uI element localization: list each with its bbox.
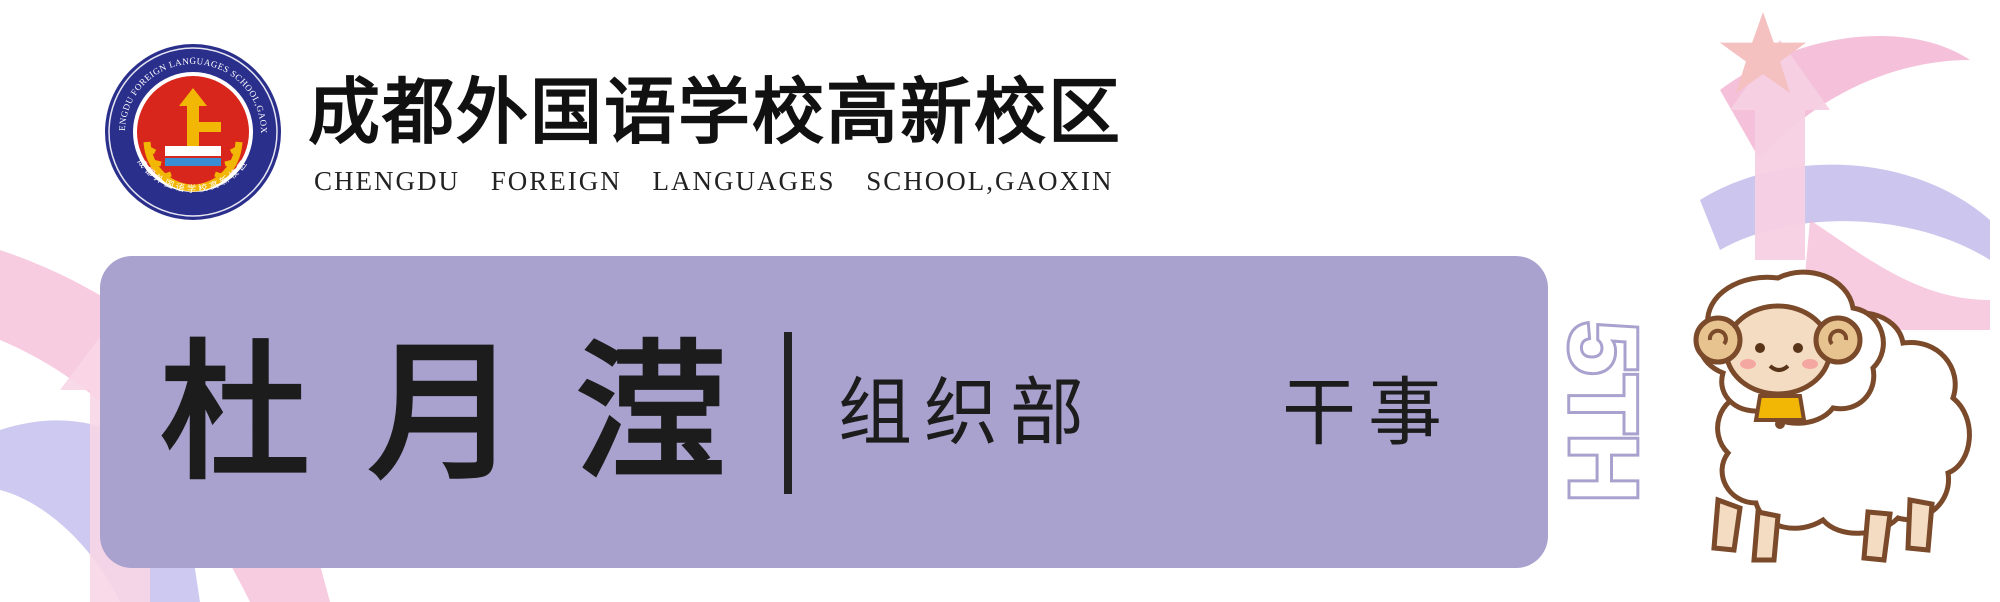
department-label: 组织部: [838, 370, 1096, 456]
school-logo: CHENGDU FOREIGN LANGUAGES SCHOOL,GAOXIN …: [103, 42, 281, 220]
name-divider: [784, 332, 792, 494]
school-name-english: CHENGDU FOREIGN LANGUAGES SCHOOL,GAOXIN: [314, 166, 1114, 196]
anniversary-5th-mark: 5TH: [1548, 318, 1644, 505]
school-name-chinese: 成都外国语学校高新校区: [308, 69, 1123, 154]
star-icon: [1719, 12, 1807, 94]
bell-icon: [1753, 394, 1807, 429]
anniversary-text: 5TH: [1550, 321, 1644, 502]
name-card: [100, 256, 1548, 568]
laurel-icon: [143, 141, 243, 192]
sheep-mascot-icon: [1693, 269, 1972, 563]
person-name: 杜月滢: [160, 325, 785, 501]
role-label: 干事: [1282, 370, 1454, 456]
